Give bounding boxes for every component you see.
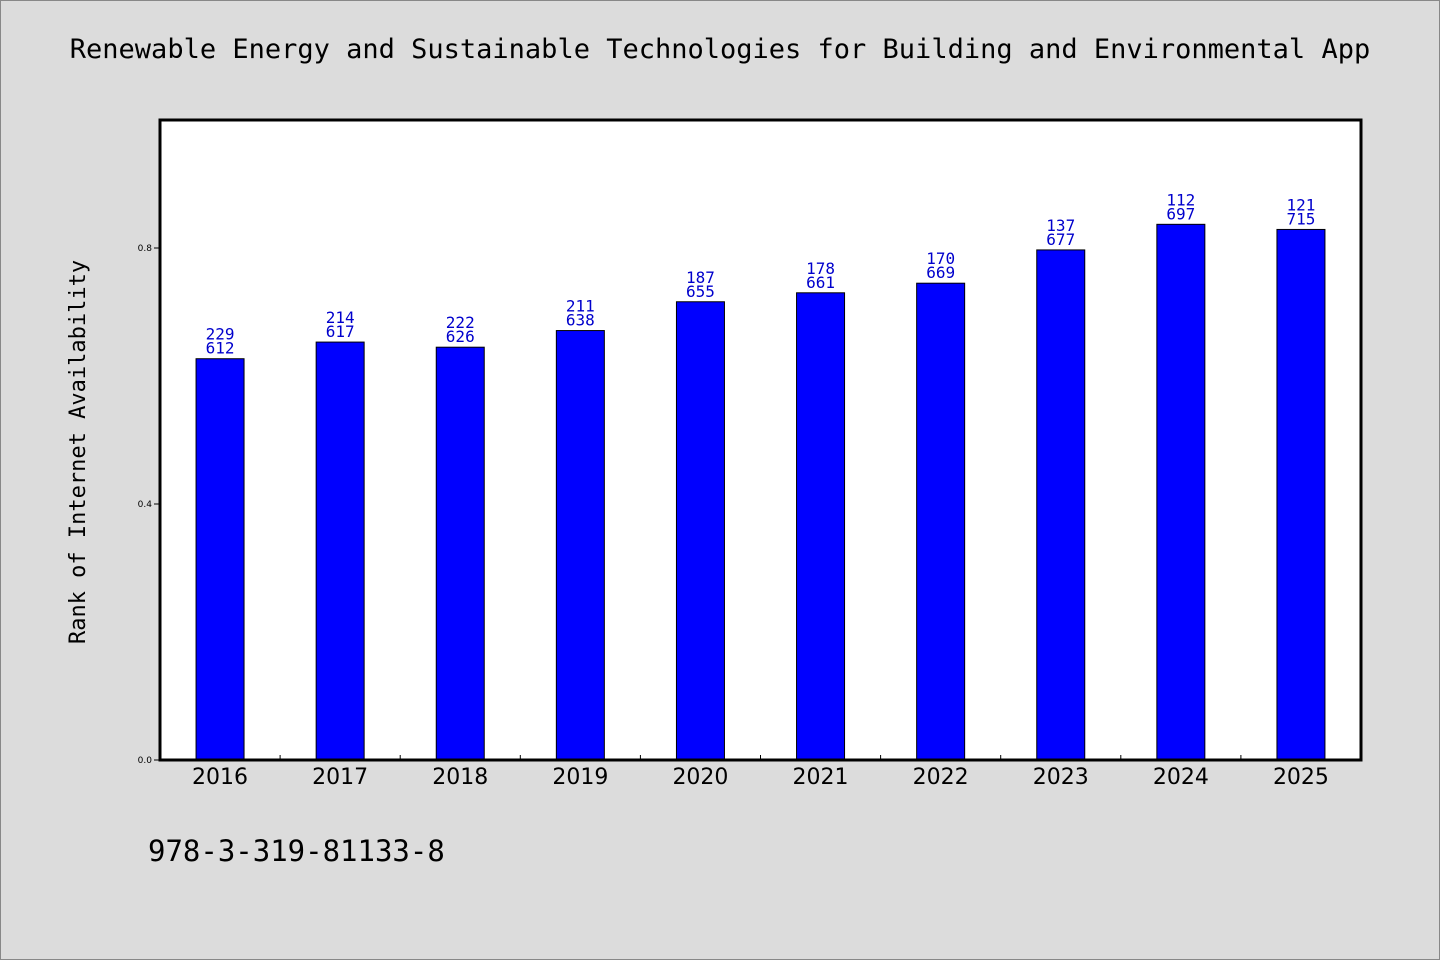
x-tick-label: 2022 bbox=[913, 765, 969, 790]
bar-label-bottom: 697 bbox=[1166, 204, 1195, 223]
bar-label-bottom: 661 bbox=[806, 273, 835, 292]
bar-label-top: 112 bbox=[1166, 190, 1195, 209]
bar-label-top: 222 bbox=[446, 313, 475, 332]
y-axis-label: Rank of Internet Availability bbox=[66, 260, 91, 644]
bar-label-bottom: 612 bbox=[206, 339, 235, 358]
x-tick-label: 2025 bbox=[1273, 765, 1329, 790]
x-tick-label: 2018 bbox=[432, 765, 488, 790]
bar-label-bottom: 617 bbox=[326, 322, 355, 341]
bar bbox=[555, 330, 605, 761]
x-tick-label: 2023 bbox=[1033, 765, 1089, 790]
x-tick-label: 2024 bbox=[1153, 765, 1209, 790]
x-tick-label: 2020 bbox=[672, 765, 728, 790]
bar bbox=[1276, 228, 1326, 761]
y-tick-label: 0.8 bbox=[138, 244, 153, 254]
bar-label-top: 187 bbox=[686, 268, 715, 287]
bar-label-bottom: 655 bbox=[686, 282, 715, 301]
x-tick-label: 2016 bbox=[192, 765, 248, 790]
bar-label-top: 178 bbox=[806, 259, 835, 278]
plot-border bbox=[158, 118, 1363, 762]
bar bbox=[916, 282, 966, 761]
bar-label-bottom: 638 bbox=[566, 311, 595, 330]
bar-label-top: 211 bbox=[566, 297, 595, 316]
bar-label-top: 137 bbox=[1046, 216, 1075, 235]
x-tick-label: 2021 bbox=[793, 765, 849, 790]
bar bbox=[796, 292, 846, 761]
bar bbox=[1036, 249, 1086, 761]
bar-label-bottom: 669 bbox=[926, 263, 955, 282]
x-tick-label: 2019 bbox=[552, 765, 608, 790]
bar bbox=[1156, 223, 1206, 761]
chart-title: Renewable Energy and Sustainable Technol… bbox=[69, 34, 1371, 65]
bar-label-bottom: 677 bbox=[1046, 230, 1075, 249]
bar-label-top: 214 bbox=[326, 308, 355, 327]
bar bbox=[315, 341, 365, 761]
bar bbox=[435, 346, 485, 761]
bar-label-top: 121 bbox=[1286, 195, 1315, 214]
bar-label-bottom: 715 bbox=[1286, 209, 1315, 228]
isbn-label: 978-3-319-81133-8 bbox=[148, 834, 445, 868]
x-tick-label: 2017 bbox=[312, 765, 368, 790]
bar bbox=[675, 301, 725, 761]
y-tick-label: 0.0 bbox=[138, 756, 153, 766]
bar bbox=[195, 358, 245, 761]
bar-label-top: 170 bbox=[926, 249, 955, 268]
bar-label-top: 229 bbox=[206, 325, 235, 344]
y-tick-label: 0.4 bbox=[138, 500, 153, 510]
bar-label-bottom: 626 bbox=[446, 327, 475, 346]
